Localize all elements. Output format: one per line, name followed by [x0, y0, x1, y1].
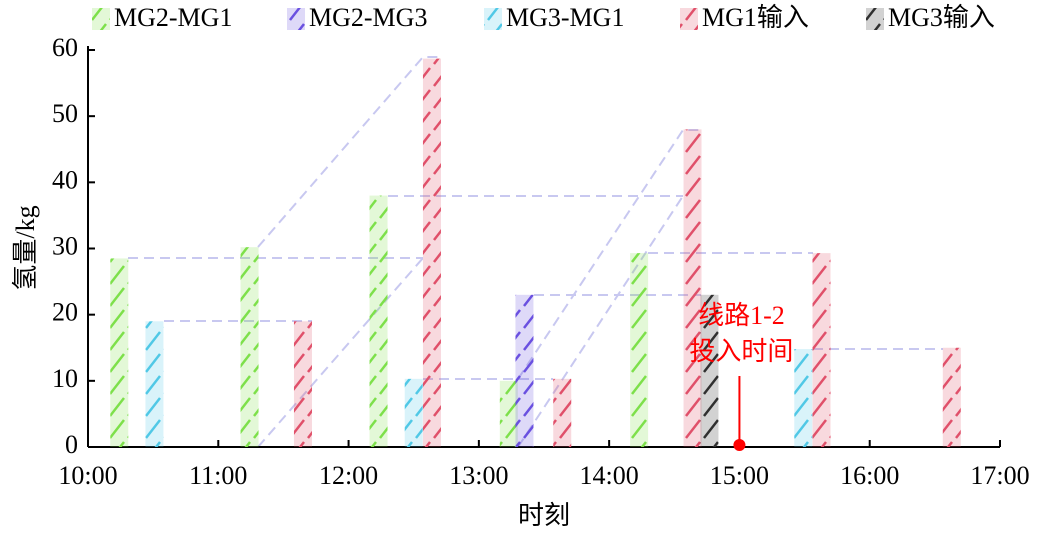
bar [630, 253, 649, 447]
bar [293, 321, 312, 447]
y-tick-label: 40 [52, 165, 78, 194]
bar [422, 58, 441, 448]
bar [404, 378, 423, 447]
legend-label: MG3输入 [888, 3, 995, 32]
x-tick-label: 12:00 [319, 461, 378, 490]
legend-item: MG3输入 [866, 3, 995, 32]
bar [240, 247, 259, 447]
legend-item: MG3-MG1 [484, 3, 624, 32]
y-tick-label: 0 [65, 430, 78, 459]
bar [794, 349, 813, 447]
x-tick-label: 15:00 [710, 461, 769, 490]
y-tick-label: 50 [52, 99, 78, 128]
bar [145, 321, 164, 447]
bar [812, 253, 831, 447]
legend-swatch [484, 8, 502, 30]
legend-swatch [866, 8, 884, 30]
legend-swatch [287, 8, 305, 30]
bar [700, 294, 719, 447]
bar [369, 195, 388, 447]
legend-label: MG2-MG3 [309, 3, 427, 32]
legend-label: MG1输入 [702, 3, 809, 32]
legend-item: MG2-MG1 [92, 3, 232, 32]
legend-label: MG3-MG1 [506, 3, 624, 32]
bar [110, 258, 129, 447]
legend-swatch [680, 8, 698, 30]
annotation-dot [733, 439, 746, 451]
dash-line [257, 257, 424, 448]
dash-line [257, 56, 441, 248]
annotation-text: 投入时间 [689, 337, 793, 366]
bar [499, 380, 518, 447]
bar [683, 129, 702, 447]
x-tick-label: 14:00 [580, 461, 639, 490]
y-tick-label: 30 [52, 231, 78, 260]
x-tick-label: 10:00 [58, 461, 117, 490]
legend-item: MG1输入 [680, 3, 809, 32]
x-axis-label: 时刻 [518, 501, 570, 530]
x-tick-label: 17:00 [970, 461, 1029, 490]
y-tick-label: 10 [52, 364, 78, 393]
x-tick-label: 16:00 [840, 461, 899, 490]
y-tick-label: 60 [52, 33, 78, 62]
x-tick-label: 11:00 [189, 461, 247, 490]
bar [515, 294, 534, 447]
legend-label: MG2-MG1 [114, 3, 232, 32]
bar [553, 378, 572, 447]
bar [942, 347, 961, 447]
legend-item: MG2-MG3 [287, 3, 427, 32]
legend-swatch [92, 8, 110, 30]
y-tick-label: 20 [52, 298, 78, 327]
x-tick-label: 13:00 [449, 461, 508, 490]
dash-line [517, 195, 684, 448]
annotation-text: 线路1-2 [698, 301, 785, 330]
y-axis-label: 氢量/kg [11, 205, 40, 290]
dash-line [517, 129, 701, 380]
